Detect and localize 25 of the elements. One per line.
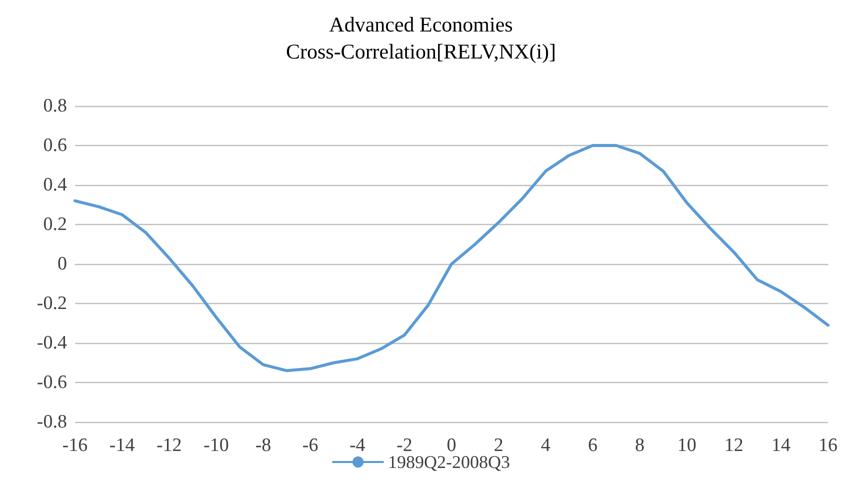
y-tick-label: 0.2 — [43, 214, 67, 235]
x-tick-label: -14 — [109, 435, 136, 456]
x-tick-label: 10 — [677, 435, 696, 456]
x-tick-label: -8 — [255, 435, 272, 456]
x-tick-label: -12 — [156, 435, 182, 456]
y-tick-label: -0.2 — [36, 293, 67, 314]
x-tick-label: -16 — [62, 435, 88, 456]
y-tick-label: 0.6 — [43, 135, 67, 156]
x-tick-label: 16 — [818, 435, 838, 456]
x-tick-label: 6 — [588, 435, 598, 456]
y-tick-label: 0.4 — [43, 174, 68, 196]
x-tick-label: -4 — [349, 435, 366, 456]
y-tick-label: 0 — [58, 254, 67, 274]
y-tick-label: -0.4 — [36, 332, 68, 354]
y-tick-label: -0.6 — [36, 372, 67, 393]
x-tick-label: 12 — [724, 435, 744, 456]
x-tick-label: 14 — [771, 435, 791, 456]
y-tick-label: 0.8 — [43, 96, 67, 116]
y-tick-label: -0.8 — [36, 412, 67, 432]
line-series — [74, 144, 830, 372]
x-tick-label: 8 — [635, 435, 644, 456]
x-tick-label: -10 — [204, 435, 229, 456]
chart-title: Advanced Economies Cross-Correlation[RELV,NX(i)] — [286, 12, 556, 64]
x-tick-label: -6 — [302, 435, 318, 456]
x-tick-label: 4 — [540, 435, 551, 456]
